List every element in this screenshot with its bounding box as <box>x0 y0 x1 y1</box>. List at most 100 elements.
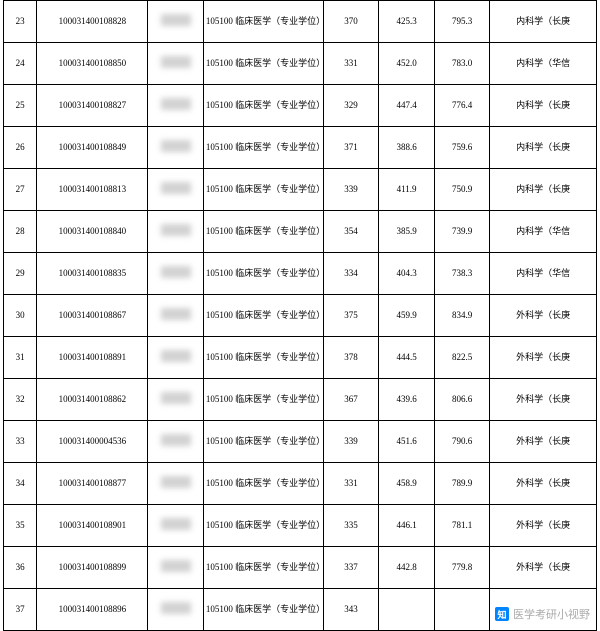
watermark: 知 医学考研小视野 <box>495 606 590 622</box>
table-row: 25100031400108827105100 临床医学（专业学位）329447… <box>4 85 597 127</box>
cell-score2: 444.5 <box>379 337 435 379</box>
cell-major: 105100 临床医学（专业学位） <box>203 127 323 169</box>
cell-score2: 385.9 <box>379 211 435 253</box>
cell-score3: 776.4 <box>434 85 490 127</box>
cell-name <box>148 85 204 127</box>
cell-major: 105100 临床医学（专业学位） <box>203 379 323 421</box>
cell-name <box>148 253 204 295</box>
cell-score1: 331 <box>323 43 379 85</box>
cell-id: 100031400108828 <box>37 1 148 43</box>
cell-major: 105100 临床医学（专业学位） <box>203 421 323 463</box>
redacted-name <box>161 266 191 278</box>
cell-name <box>148 379 204 421</box>
redacted-name <box>161 182 191 194</box>
cell-dept: 外科学（长庚 <box>490 295 597 337</box>
table-row: 33100031400004536105100 临床医学（专业学位）339451… <box>4 421 597 463</box>
cell-score3: 759.6 <box>434 127 490 169</box>
table-row: 32100031400108862105100 临床医学（专业学位）367439… <box>4 379 597 421</box>
table-row: 23100031400108828105100 临床医学（专业学位）370425… <box>4 1 597 43</box>
cell-major: 105100 临床医学（专业学位） <box>203 253 323 295</box>
table-row: 34100031400108877105100 临床医学（专业学位）331458… <box>4 463 597 505</box>
cell-index: 24 <box>4 43 37 85</box>
redacted-name <box>161 140 191 152</box>
cell-dept: 内科学（华信 <box>490 253 597 295</box>
cell-dept: 外科学（长庚 <box>490 463 597 505</box>
cell-dept: 外科学（长庚 <box>490 505 597 547</box>
cell-major: 105100 临床医学（专业学位） <box>203 295 323 337</box>
cell-dept: 内科学（长庚 <box>490 85 597 127</box>
cell-name <box>148 1 204 43</box>
cell-id: 100031400108901 <box>37 505 148 547</box>
cell-name <box>148 505 204 547</box>
cell-name <box>148 589 204 631</box>
table-row: 36100031400108899105100 临床医学（专业学位）337442… <box>4 547 597 589</box>
cell-score3: 790.6 <box>434 421 490 463</box>
table-row: 31100031400108891105100 临床医学（专业学位）378444… <box>4 337 597 379</box>
cell-id: 100031400108862 <box>37 379 148 421</box>
cell-index: 29 <box>4 253 37 295</box>
cell-id: 100031400108850 <box>37 43 148 85</box>
cell-score1: 354 <box>323 211 379 253</box>
cell-dept: 内科学（华信 <box>490 211 597 253</box>
cell-score2: 388.6 <box>379 127 435 169</box>
cell-name <box>148 169 204 211</box>
cell-id: 100031400108835 <box>37 253 148 295</box>
cell-index: 36 <box>4 547 37 589</box>
cell-score1: 339 <box>323 421 379 463</box>
cell-score1: 339 <box>323 169 379 211</box>
cell-score1: 335 <box>323 505 379 547</box>
cell-id: 100031400004536 <box>37 421 148 463</box>
cell-major: 105100 临床医学（专业学位） <box>203 337 323 379</box>
redacted-name <box>161 224 191 236</box>
cell-name <box>148 211 204 253</box>
cell-index: 26 <box>4 127 37 169</box>
cell-index: 27 <box>4 169 37 211</box>
redacted-name <box>161 560 191 572</box>
redacted-name <box>161 602 191 614</box>
cell-score3: 789.9 <box>434 463 490 505</box>
redacted-name <box>161 14 191 26</box>
cell-name <box>148 337 204 379</box>
redacted-name <box>161 308 191 320</box>
cell-major: 105100 临床医学（专业学位） <box>203 169 323 211</box>
cell-dept: 内科学（长庚 <box>490 169 597 211</box>
cell-score2: 458.9 <box>379 463 435 505</box>
cell-id: 100031400108891 <box>37 337 148 379</box>
cell-score2: 404.3 <box>379 253 435 295</box>
cell-score1: 371 <box>323 127 379 169</box>
table-row: 29100031400108835 105100 临床医学（专业学位）334404… <box>4 253 597 295</box>
cell-id: 100031400108877 <box>37 463 148 505</box>
redacted-name <box>161 350 191 362</box>
cell-score2: 411.9 <box>379 169 435 211</box>
cell-score2: 451.6 <box>379 421 435 463</box>
cell-dept: 外科学（长庚 <box>490 547 597 589</box>
cell-id: 100031400108867 <box>37 295 148 337</box>
cell-major: 105100 临床医学（专业学位） <box>203 505 323 547</box>
cell-name <box>148 421 204 463</box>
cell-index: 34 <box>4 463 37 505</box>
cell-name <box>148 127 204 169</box>
cell-name <box>148 463 204 505</box>
cell-name <box>148 43 204 85</box>
cell-id: 100031400108849 <box>37 127 148 169</box>
cell-major: 105100 临床医学（专业学位） <box>203 1 323 43</box>
cell-dept: 外科学（长庚 <box>490 337 597 379</box>
cell-score2 <box>379 589 435 631</box>
cell-index: 35 <box>4 505 37 547</box>
cell-dept: 内科学（长庚 <box>490 1 597 43</box>
table-row: 30100031400108867105100 临床医学（专业学位）375459… <box>4 295 597 337</box>
score-table: 23100031400108828105100 临床医学（专业学位）370425… <box>3 0 597 631</box>
table-row: 27100031400108813105100 临床医学（专业学位）339411… <box>4 169 597 211</box>
cell-score1: 370 <box>323 1 379 43</box>
cell-score3: 779.8 <box>434 547 490 589</box>
cell-score1: 375 <box>323 295 379 337</box>
cell-major: 105100 临床医学（专业学位） <box>203 43 323 85</box>
zhihu-icon: 知 <box>495 607 509 621</box>
cell-index: 28 <box>4 211 37 253</box>
cell-score3: 781.1 <box>434 505 490 547</box>
redacted-name <box>161 392 191 404</box>
cell-score1: 334 <box>323 253 379 295</box>
cell-score2: 452.0 <box>379 43 435 85</box>
cell-score1: 343 <box>323 589 379 631</box>
cell-score1: 331 <box>323 463 379 505</box>
